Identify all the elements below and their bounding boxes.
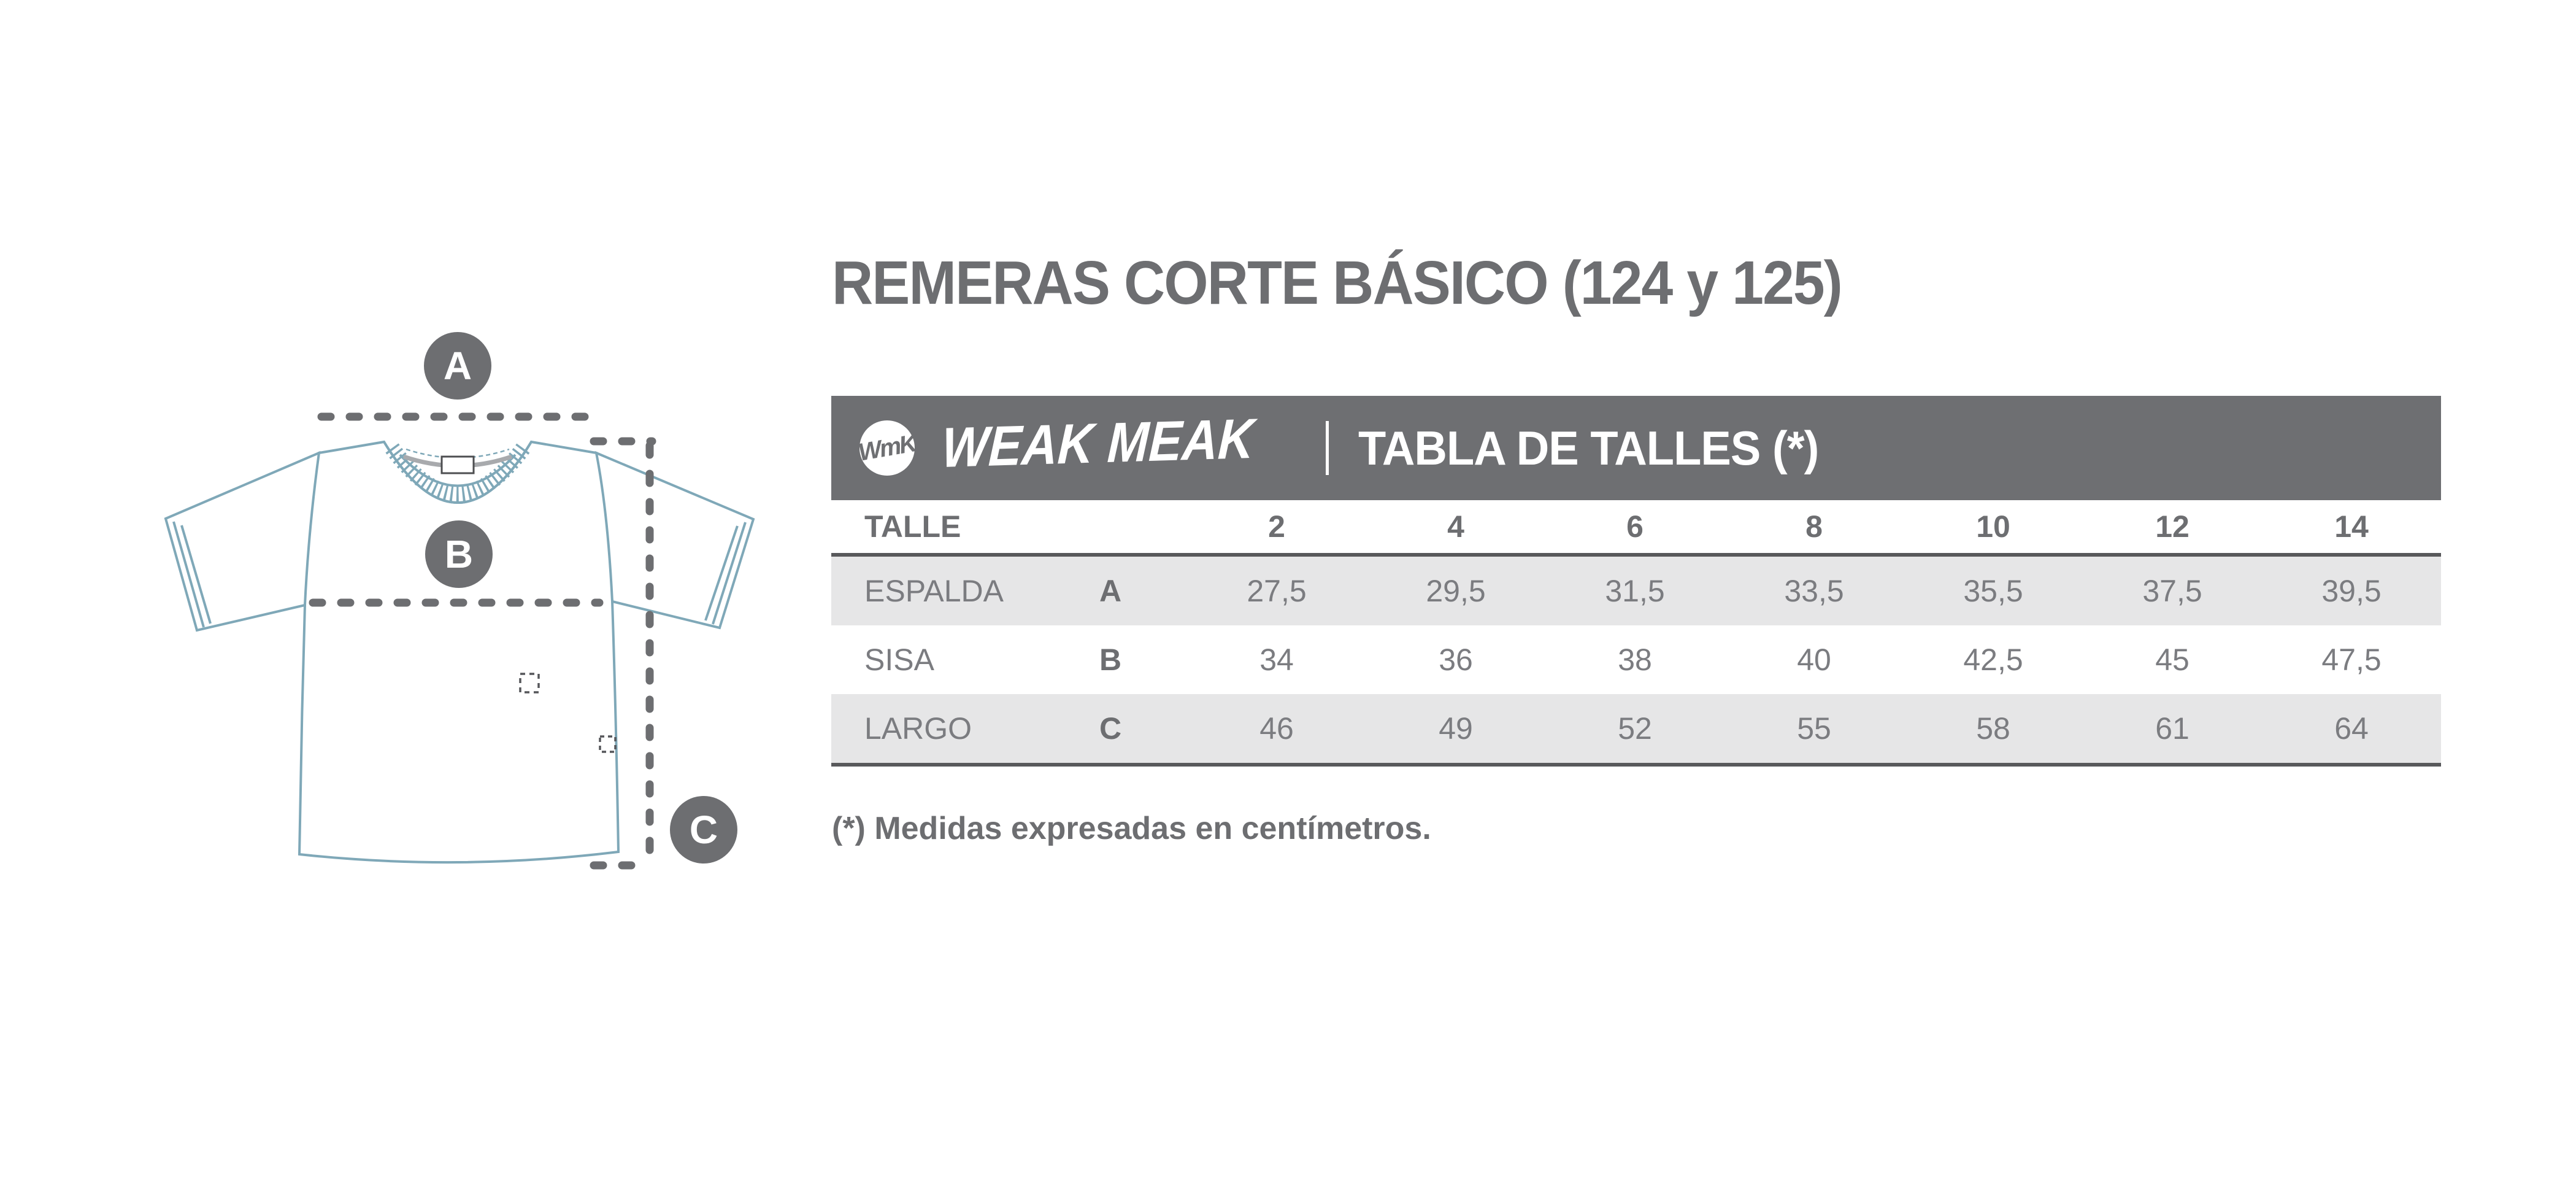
size-col-8: 8 (1805, 509, 1823, 544)
cell-value: 39,5 (2321, 574, 2382, 608)
measure-marker-c: C (670, 796, 737, 864)
marker-c-label: C (689, 808, 718, 852)
tshirt-right-sleeve (594, 450, 755, 630)
table-row-sisa: SISA B 34 36 38 40 42,5 45 47,5 (831, 625, 2441, 694)
left-cuff-rib-lines (172, 521, 212, 628)
cell-value: 37,5 (2142, 574, 2202, 608)
measure-line-c (590, 437, 656, 870)
page-title: REMERAS CORTE BÁSICO (124 y 125) (832, 249, 1843, 317)
cell-value: 61 (2155, 711, 2190, 746)
cell-value: 46 (1259, 711, 1294, 746)
neck-label (440, 455, 475, 474)
brand-monogram: WmK (856, 429, 918, 466)
collar-outer-edge (383, 441, 533, 504)
marker-a-label: A (443, 344, 472, 388)
size-col-6: 6 (1626, 509, 1644, 544)
size-col-14: 14 (2334, 509, 2369, 544)
brand-name: WEAK MEAK (940, 407, 1256, 479)
print-marker-chest (519, 673, 540, 694)
cell-value: 42,5 (1963, 643, 2023, 677)
cell-value: 38 (1618, 643, 1652, 677)
row-label: ESPALDA (864, 574, 1004, 608)
cell-value: 64 (2334, 711, 2369, 746)
header-divider (1325, 421, 1329, 475)
table-row-largo: LARGO C 46 49 52 55 58 61 64 (831, 694, 2441, 763)
cell-value: 36 (1439, 643, 1473, 677)
measure-marker-b: B (425, 520, 493, 588)
size-table-header-row: TALLE 2 4 6 8 10 12 14 (831, 500, 2441, 557)
marker-b-label: B (444, 532, 474, 576)
row-letter: B (1099, 643, 1122, 677)
size-table-title: TABLA DE TALLES (*) (1358, 420, 1819, 475)
size-table: TALLE 2 4 6 8 10 12 14 ESPALDA A 27,5 29… (831, 500, 2441, 767)
cell-value: 49 (1439, 711, 1473, 746)
row-label: SISA (864, 643, 934, 677)
cell-value: 27,5 (1247, 574, 1307, 608)
collar-inner-edge (399, 454, 517, 487)
right-cuff-rib-lines (704, 522, 747, 625)
size-col-12: 12 (2155, 509, 2190, 544)
brand-logo-icon: WmK (856, 420, 918, 476)
cell-value: 29,5 (1426, 574, 1486, 608)
tshirt-left-sleeve (164, 450, 321, 632)
talle-header: TALLE (864, 509, 961, 544)
cell-value: 40 (1797, 643, 1831, 677)
size-col-2: 2 (1268, 509, 1285, 544)
cell-value: 55 (1797, 711, 1831, 746)
table-row-espalda: ESPALDA A 27,5 29,5 31,5 33,5 35,5 37,5 … (831, 557, 2441, 625)
size-col-4: 4 (1447, 509, 1464, 544)
row-letter: C (1099, 711, 1122, 746)
row-label: LARGO (864, 711, 972, 746)
collar-rib-band (385, 443, 530, 501)
tshirt-diagram (164, 412, 755, 870)
cell-value: 31,5 (1605, 574, 1665, 608)
cell-value: 47,5 (2321, 643, 2382, 677)
table-header-bar: WmK WEAK MEAK TABLA DE TALLES (*) (831, 396, 2441, 500)
cell-value: 33,5 (1784, 574, 1844, 608)
size-col-10: 10 (1976, 509, 2010, 544)
cell-value: 45 (2155, 643, 2190, 677)
cell-value: 58 (1976, 711, 2010, 746)
footnote: (*) Medidas expresadas en centímetros. (832, 811, 1431, 846)
tshirt-body-outline (298, 440, 620, 864)
row-letter: A (1099, 574, 1122, 608)
cell-value: 34 (1259, 643, 1294, 677)
cell-value: 52 (1618, 711, 1652, 746)
cell-value: 35,5 (1963, 574, 2023, 608)
measure-marker-a: A (424, 332, 491, 400)
